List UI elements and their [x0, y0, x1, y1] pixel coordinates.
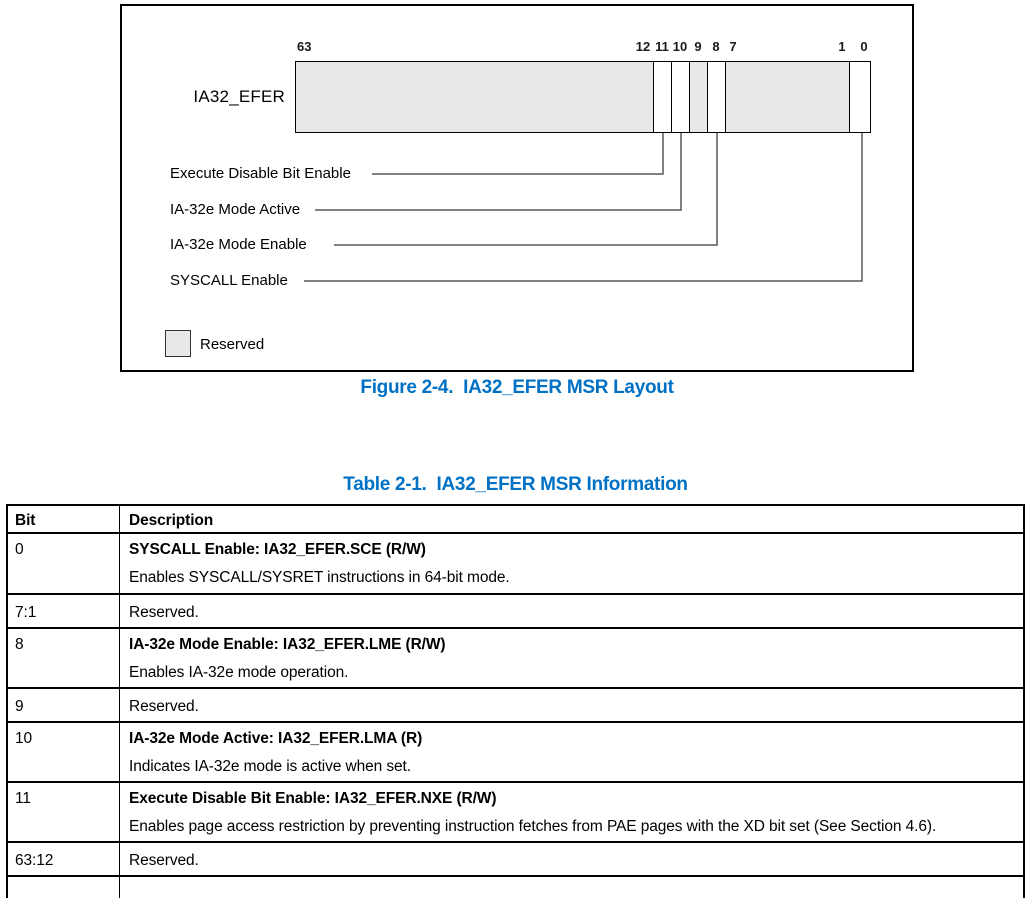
table-row-cutoff — [6, 875, 1025, 898]
register-name: IA32_EFER — [193, 87, 285, 106]
description-cell: Reserved. — [119, 593, 1025, 628]
table-header-row: Bit Description — [6, 504, 1025, 533]
field-description: Reserved. — [129, 852, 199, 869]
field-title: IA-32e Mode Enable: IA32_EFER.LME (R/W) — [129, 636, 446, 653]
table-caption: Table 2-1. IA32_EFER MSR Information — [6, 474, 1025, 496]
register-field-63-12 — [296, 62, 653, 132]
field-description: Indicates IA-32e mode is active when set… — [129, 758, 411, 775]
column-header-bit-label: Bit — [15, 512, 36, 529]
field-title: IA-32e Mode Active: IA32_EFER.LMA (R) — [129, 730, 423, 747]
bit-cell: 0 — [6, 532, 120, 594]
field-title: SYSCALL Enable: IA32_EFER.SCE (R/W) — [129, 541, 426, 558]
bit-cell — [6, 875, 120, 898]
callout-ia32e-mode-active: IA-32e Mode Active — [170, 201, 301, 218]
description-cell: IA-32e Mode Enable: IA32_EFER.LME (R/W) … — [119, 627, 1025, 688]
bit-cell: 63:12 — [6, 841, 120, 876]
msr-layout-figure: 63 12 11 10 9 8 7 1 0 IA32_EFER Execute … — [120, 4, 914, 372]
field-description: Enables page access restriction by preve… — [129, 818, 937, 835]
bit-label-63: 63 — [297, 39, 312, 54]
reserved-legend-swatch — [165, 330, 191, 357]
field-description: Enables IA-32e mode operation. — [129, 664, 349, 681]
bit-value: 10 — [15, 730, 33, 747]
bit-label-0: 0 — [860, 39, 868, 54]
figure-caption-title: IA32_EFER MSR Layout — [463, 377, 674, 398]
callout-execute-disable-bit-enable: Execute Disable Bit Enable — [170, 165, 351, 182]
register-bar — [295, 61, 871, 133]
bit-value: 0 — [15, 541, 24, 558]
description-cell — [119, 875, 1025, 898]
bit-value: 63:12 — [15, 852, 54, 869]
figure-caption: Figure 2-4. IA32_EFER MSR Layout — [120, 377, 914, 399]
description-cell: Execute Disable Bit Enable: IA32_EFER.NX… — [119, 781, 1025, 842]
bit-label-7: 7 — [729, 39, 737, 54]
bit-cell: 7:1 — [6, 593, 120, 628]
bit-value: 11 — [15, 790, 31, 807]
bit-label-1: 1 — [838, 39, 846, 54]
field-description: Reserved. — [129, 698, 199, 715]
register-field-7-1 — [725, 62, 849, 132]
bit-label-9: 9 — [694, 39, 702, 54]
bit-label-12: 12 — [635, 39, 651, 54]
bit-value: 7:1 — [15, 604, 37, 621]
table-row: 8 IA-32e Mode Enable: IA32_EFER.LME (R/W… — [6, 627, 1025, 688]
table-row: 10 IA-32e Mode Active: IA32_EFER.LMA (R)… — [6, 721, 1025, 782]
table-row: 0 SYSCALL Enable: IA32_EFER.SCE (R/W) En… — [6, 532, 1025, 594]
bit-cell: 10 — [6, 721, 120, 782]
description-cell: SYSCALL Enable: IA32_EFER.SCE (R/W) Enab… — [119, 532, 1025, 594]
bit-cell: 9 — [6, 687, 120, 722]
register-field-11 — [653, 62, 671, 132]
table-caption-title: IA32_EFER MSR Information — [436, 474, 688, 495]
bit-label-8: 8 — [712, 39, 720, 54]
table-row: 63:12 Reserved. — [6, 841, 1025, 876]
callout-ia32e-mode-enable: IA-32e Mode Enable — [170, 236, 307, 253]
table-row: 11 Execute Disable Bit Enable: IA32_EFER… — [6, 781, 1025, 842]
description-cell: IA-32e Mode Active: IA32_EFER.LMA (R) In… — [119, 721, 1025, 782]
msr-info-table: Bit Description 0 SYSCALL Enable: IA32_E… — [6, 504, 1025, 898]
field-description: Reserved. — [129, 604, 199, 621]
column-header-description-label: Description — [129, 512, 214, 529]
bit-label-10: 10 — [672, 39, 688, 54]
table-caption-number: Table 2-1. — [343, 474, 427, 495]
column-header-description: Description — [119, 504, 1025, 533]
table-row: 9 Reserved. — [6, 687, 1025, 722]
register-field-9 — [689, 62, 707, 132]
figure-caption-number: Figure 2-4. — [360, 377, 454, 398]
description-cell: Reserved. — [119, 687, 1025, 722]
field-title: Execute Disable Bit Enable: IA32_EFER.NX… — [129, 790, 497, 807]
bit-label-11: 11 — [655, 39, 669, 54]
register-field-0 — [849, 62, 870, 132]
reserved-legend-label: Reserved — [200, 336, 265, 353]
description-cell: Reserved. — [119, 841, 1025, 876]
bit-cell: 11 — [6, 781, 120, 842]
document-page: { "figure": { "register_label": "IA32_EF… — [6, 4, 1025, 898]
column-header-bit: Bit — [6, 504, 120, 533]
register-field-10 — [671, 62, 689, 132]
register-field-8 — [707, 62, 725, 132]
table-row: 7:1 Reserved. — [6, 593, 1025, 628]
bit-cell: 8 — [6, 627, 120, 688]
callout-syscall-enable: SYSCALL Enable — [170, 272, 288, 289]
bit-value: 8 — [15, 636, 24, 653]
field-description: Enables SYSCALL/SYSRET instructions in 6… — [129, 569, 510, 586]
bit-value: 9 — [15, 698, 24, 715]
